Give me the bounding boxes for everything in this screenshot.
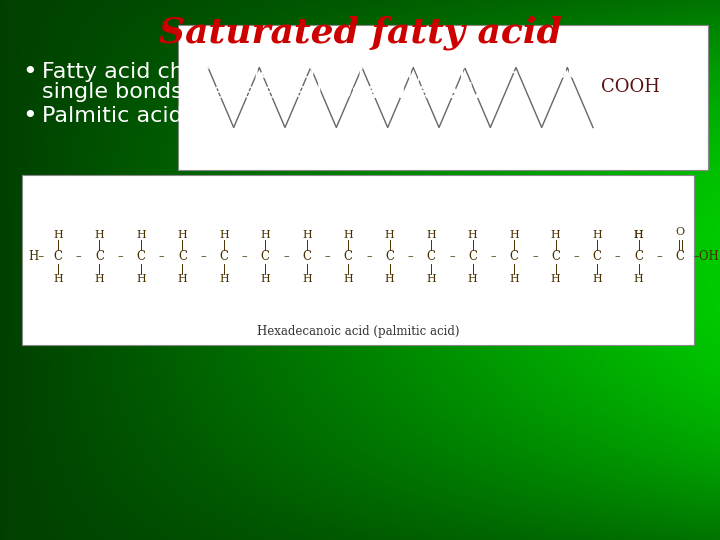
Text: –: –	[325, 252, 330, 261]
Text: H: H	[634, 274, 644, 284]
Text: H: H	[385, 230, 395, 240]
Text: H: H	[178, 274, 187, 284]
Text: H: H	[261, 230, 270, 240]
Text: H: H	[343, 230, 353, 240]
Bar	[22, 175, 694, 345]
Text: C: C	[178, 250, 187, 263]
Text: saturated.: saturated.	[352, 82, 482, 102]
Text: –: –	[408, 252, 413, 261]
Text: H: H	[509, 230, 519, 240]
Text: –: –	[242, 252, 248, 261]
Text: C: C	[468, 250, 477, 263]
Text: Palmitic acid:: Palmitic acid:	[42, 106, 190, 126]
Text: COOH: COOH	[601, 78, 660, 97]
Text: H: H	[385, 274, 395, 284]
Text: H: H	[634, 230, 644, 240]
Text: H: H	[592, 230, 602, 240]
Text: –: –	[283, 252, 289, 261]
Text: H: H	[94, 274, 104, 284]
Text: H–: H–	[28, 250, 44, 263]
Text: –OH: –OH	[693, 250, 719, 263]
Bar	[178, 25, 708, 170]
Text: C: C	[220, 250, 228, 263]
Text: •: •	[22, 60, 37, 84]
Text: –: –	[657, 252, 662, 261]
Text: C: C	[95, 250, 104, 263]
Text: –: –	[76, 252, 81, 261]
Text: C: C	[261, 250, 270, 263]
Text: C: C	[510, 250, 518, 263]
Text: H: H	[219, 274, 229, 284]
Text: H: H	[136, 230, 146, 240]
Text: H: H	[94, 230, 104, 240]
Text: H: H	[302, 274, 312, 284]
Text: single bonds are referred to as: single bonds are referred to as	[42, 82, 391, 102]
Text: H: H	[53, 230, 63, 240]
Text: –: –	[615, 252, 621, 261]
Text: H: H	[468, 274, 477, 284]
Text: –: –	[532, 252, 538, 261]
Text: –: –	[117, 252, 123, 261]
Text: Saturated fatty acid: Saturated fatty acid	[158, 16, 562, 50]
Text: C: C	[675, 250, 685, 263]
Text: H: H	[219, 230, 229, 240]
Text: H: H	[551, 274, 560, 284]
Text: C: C	[385, 250, 395, 263]
Text: C: C	[343, 250, 353, 263]
Text: C: C	[53, 250, 63, 263]
Text: –: –	[366, 252, 372, 261]
Text: H: H	[551, 230, 560, 240]
Text: H: H	[343, 274, 353, 284]
Text: –: –	[449, 252, 455, 261]
Text: C: C	[551, 250, 560, 263]
Text: H: H	[634, 230, 644, 240]
Text: H: H	[426, 230, 436, 240]
Text: H: H	[136, 274, 146, 284]
Text: C: C	[634, 250, 643, 263]
Text: C: C	[302, 250, 311, 263]
Text: H: H	[261, 274, 270, 284]
Text: C: C	[136, 250, 145, 263]
Text: –: –	[200, 252, 206, 261]
Text: –: –	[490, 252, 496, 261]
Text: H: H	[302, 230, 312, 240]
Text: H: H	[178, 230, 187, 240]
Text: H: H	[592, 274, 602, 284]
Text: –: –	[574, 252, 579, 261]
Text: H: H	[468, 230, 477, 240]
Text: C: C	[427, 250, 436, 263]
Text: Hexadecanoic acid (palmitic acid): Hexadecanoic acid (palmitic acid)	[257, 325, 459, 338]
Text: H: H	[53, 274, 63, 284]
Text: H: H	[509, 274, 519, 284]
Text: –: –	[159, 252, 164, 261]
Text: C: C	[593, 250, 602, 263]
Text: Fatty acid chains that contain only carbon-carbon: Fatty acid chains that contain only carb…	[42, 62, 595, 82]
Text: O: O	[675, 227, 685, 237]
Text: •: •	[22, 104, 37, 128]
Text: H: H	[426, 274, 436, 284]
